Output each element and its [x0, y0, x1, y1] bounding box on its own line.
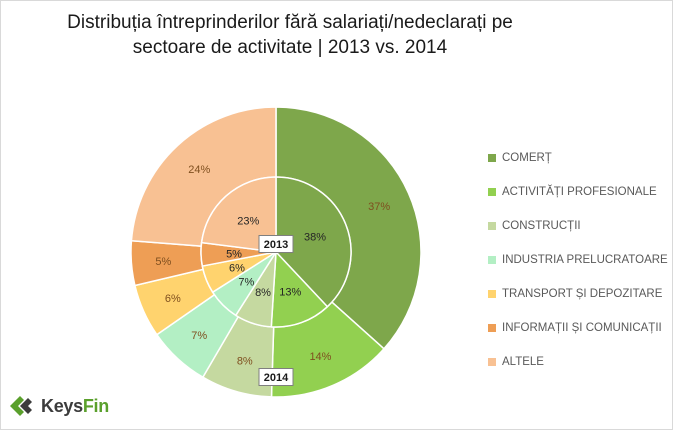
data-label-outer-constructii: 8% [237, 356, 253, 368]
legend-label: TRANSPORT ȘI DEPOZITARE [502, 287, 663, 300]
slice-inner-activitati-profesionale [270, 250, 329, 328]
legend-item-industria-prelucratoare: INDUSTRIA PRELUCRATOARE [488, 248, 672, 271]
chart-title-line1: Distribuția întreprinderilor fără salari… [67, 12, 513, 33]
data-label-inner-industria-prelucratoare: 7% [238, 277, 254, 289]
legend-swatch [488, 153, 496, 162]
legend-label: ALTELE [502, 355, 544, 368]
legend-swatch [488, 221, 496, 230]
data-label-outer-informatii-si-comunicatii: 5% [155, 256, 171, 268]
legend-item-activitati-profesionale: ACTIVITĂȚI PROFESIONALE [488, 180, 672, 203]
series-label-outer: 2014 [258, 368, 294, 386]
data-label-inner-constructii: 8% [255, 287, 271, 299]
legend-swatch [488, 255, 496, 264]
data-label-inner-transport-si-depozitare: 6% [229, 262, 245, 274]
keysfin-logo-icon [10, 396, 32, 416]
data-label-inner-informatii-si-comunicatii: 5% [226, 248, 242, 260]
legend-label: ACTIVITĂȚI PROFESIONALE [502, 185, 657, 198]
data-label-inner-altele: 23% [237, 215, 259, 227]
slice-inner-comert [275, 176, 352, 308]
data-label-inner-comert: 38% [304, 232, 326, 244]
svg-text:2014: 2014 [264, 372, 289, 384]
logo-text-main: Keys [41, 395, 83, 416]
data-label-inner-activitati-profesionale: 13% [279, 287, 301, 299]
legend-item-constructii: CONSTRUCȚII [488, 214, 672, 237]
svg-text:2013: 2013 [264, 239, 288, 251]
chart-title-line2: sectoare de activitate | 2013 vs. 2014 [132, 37, 448, 58]
legend-item-informatii-si-comunicatii: INFORMAȚII ȘI COMUNICAȚII [488, 316, 672, 339]
chart-title: Distribuția întreprinderilor fără salari… [60, 10, 520, 60]
keysfin-logo-text: KeysFin [41, 396, 109, 417]
legend-label: CONSTRUCȚII [502, 219, 581, 232]
data-label-outer-industria-prelucratoare: 7% [191, 330, 207, 342]
logo-text-accent: Fin [82, 395, 109, 416]
legend-label: COMERȚ [502, 151, 552, 164]
slice-inner-altele [200, 176, 277, 253]
data-label-outer-altele: 24% [188, 164, 210, 176]
legend-swatch [488, 323, 496, 332]
legend-swatch [488, 357, 496, 366]
data-label-outer-transport-si-depozitare: 6% [165, 293, 181, 305]
legend-item-altele: ALTELE [488, 350, 672, 373]
legend-item-transport-si-depozitare: TRANSPORT ȘI DEPOZITARE [488, 282, 672, 305]
legend-item-comert: COMERȚ [488, 146, 672, 169]
data-label-outer-activitati-profesionale: 14% [309, 351, 331, 363]
data-label-outer-comert: 37% [368, 201, 390, 213]
keysfin-logo: KeysFin [8, 394, 109, 418]
legend-swatch [488, 289, 496, 298]
legend-swatch [488, 187, 496, 196]
legend-label: INFORMAȚII ȘI COMUNICAȚII [502, 321, 662, 334]
series-label-inner: 2013 [258, 235, 294, 253]
legend-label: INDUSTRIA PRELUCRATOARE [502, 253, 668, 266]
chart-legend: COMERȚ ACTIVITĂȚI PROFESIONALE CONSTRUCȚII… [488, 146, 672, 384]
